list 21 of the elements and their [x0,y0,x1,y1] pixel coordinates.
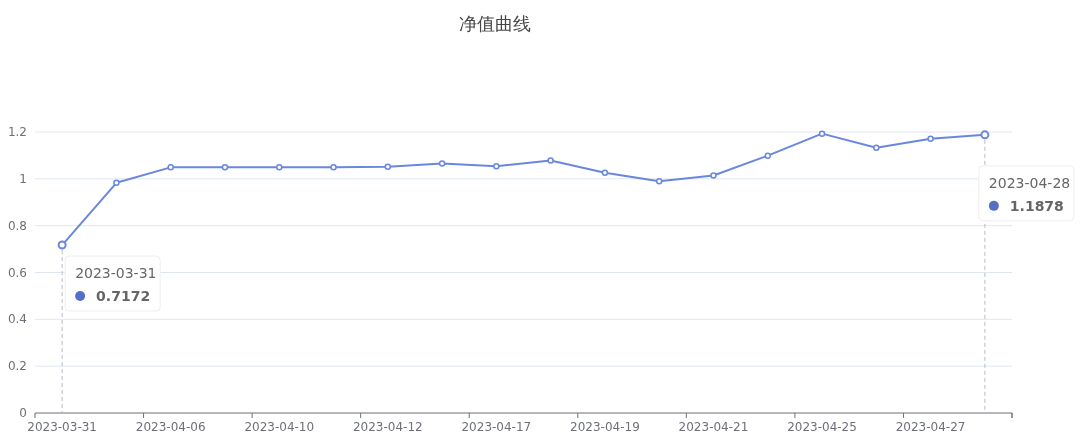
x-tick-label: 2023-04-06 [135,420,206,434]
y-tick-label: 0.8 [7,218,27,233]
y-tick-label: 0.6 [7,265,27,280]
chart-title: 净值曲线 [459,13,531,34]
x-tick-label: 2023-04-21 [678,420,749,434]
x-tick-label: 2023-03-31 [27,420,98,434]
annotation: 2023-04-28 [988,174,1071,191]
y-tick-label: 0.4 [7,312,27,327]
x-tick-label: 2023-04-19 [570,420,640,434]
annotation: 2023-03-31 [75,265,157,282]
x-tick-label: 2023-04-27 [895,420,966,434]
annotation: 1.1878 [1009,197,1064,214]
y-tick-label: 0.2 [7,359,27,374]
x-tick-label: 2023-04-25 [787,420,857,434]
x-tick-label: 2023-04-17 [461,420,532,434]
y-tick-label: 1 [19,171,27,186]
x-tick-label: 2023-04-10 [244,420,315,434]
y-tick-label: 1.2 [7,125,27,139]
y-tick-label: 0 [19,406,27,420]
annotation: 0.7172 [96,288,151,305]
x-tick-label: 2023-04-12 [352,420,423,434]
